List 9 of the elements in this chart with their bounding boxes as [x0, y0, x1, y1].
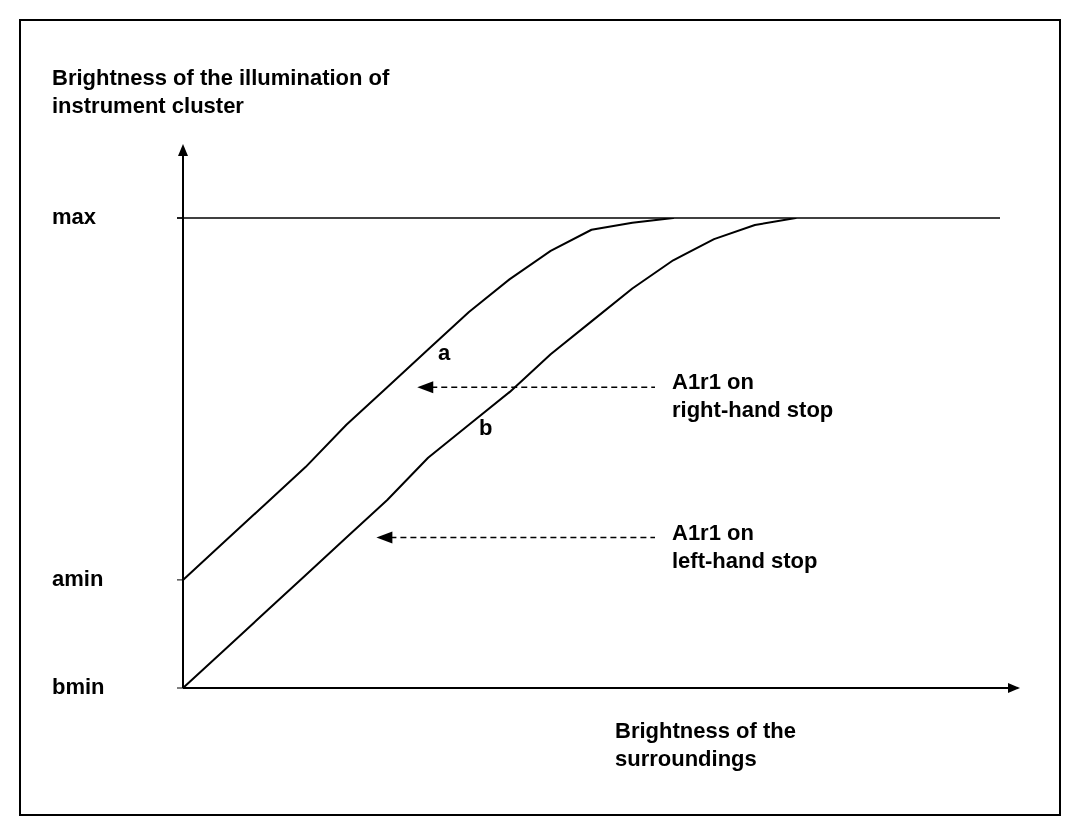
text: bmin	[52, 674, 105, 700]
x-axis-title: Brightness of the surroundings	[615, 718, 796, 771]
series-label: b	[478, 414, 493, 440]
text: amin	[52, 565, 104, 591]
text: max	[52, 204, 97, 230]
series-label: a	[438, 339, 452, 365]
annotation: A1r1 on left-hand stop	[672, 519, 818, 573]
y-axis-title: Brightness of the illumination of instrument cluster	[52, 65, 390, 118]
annotation: A1r1 on right-hand stop	[672, 369, 834, 423]
